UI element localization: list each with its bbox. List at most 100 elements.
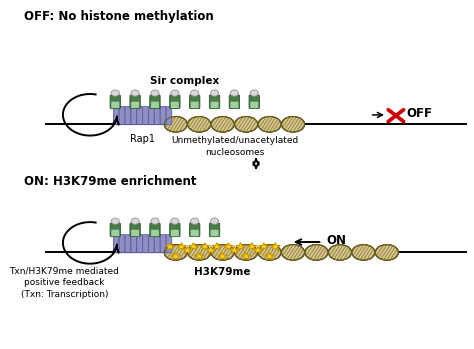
FancyBboxPatch shape bbox=[111, 230, 119, 236]
Polygon shape bbox=[259, 243, 269, 250]
Circle shape bbox=[171, 218, 179, 224]
FancyBboxPatch shape bbox=[155, 106, 160, 125]
FancyBboxPatch shape bbox=[148, 235, 154, 253]
Text: Txn/H3K79me mediated
positive feedback
(Txn: Transcription): Txn/H3K79me mediated positive feedback (… bbox=[9, 267, 119, 299]
Ellipse shape bbox=[258, 117, 281, 132]
FancyBboxPatch shape bbox=[249, 95, 259, 109]
Ellipse shape bbox=[305, 245, 328, 260]
FancyBboxPatch shape bbox=[191, 102, 199, 108]
Ellipse shape bbox=[375, 245, 398, 260]
Ellipse shape bbox=[211, 245, 234, 260]
Text: OFF: OFF bbox=[407, 107, 433, 120]
Polygon shape bbox=[247, 243, 257, 250]
FancyBboxPatch shape bbox=[137, 106, 142, 125]
Polygon shape bbox=[212, 243, 222, 250]
Polygon shape bbox=[253, 246, 263, 253]
Polygon shape bbox=[182, 246, 192, 253]
Circle shape bbox=[191, 90, 199, 96]
FancyBboxPatch shape bbox=[130, 223, 140, 237]
Ellipse shape bbox=[282, 117, 305, 132]
Text: H3K79me: H3K79me bbox=[194, 267, 251, 277]
FancyBboxPatch shape bbox=[111, 102, 119, 108]
FancyBboxPatch shape bbox=[190, 223, 200, 237]
FancyBboxPatch shape bbox=[131, 230, 139, 236]
Ellipse shape bbox=[188, 245, 211, 260]
FancyBboxPatch shape bbox=[148, 106, 154, 125]
Ellipse shape bbox=[164, 245, 187, 260]
Ellipse shape bbox=[282, 117, 305, 132]
Ellipse shape bbox=[211, 117, 234, 132]
FancyBboxPatch shape bbox=[113, 106, 119, 125]
FancyBboxPatch shape bbox=[110, 223, 120, 237]
Ellipse shape bbox=[164, 117, 187, 132]
FancyBboxPatch shape bbox=[131, 106, 137, 125]
Ellipse shape bbox=[375, 245, 398, 260]
FancyBboxPatch shape bbox=[160, 235, 166, 253]
Text: Rap1: Rap1 bbox=[130, 134, 155, 144]
Circle shape bbox=[191, 218, 199, 224]
Ellipse shape bbox=[235, 245, 258, 260]
Polygon shape bbox=[241, 252, 251, 260]
Polygon shape bbox=[264, 252, 274, 260]
Polygon shape bbox=[189, 243, 199, 250]
FancyBboxPatch shape bbox=[137, 235, 142, 253]
FancyBboxPatch shape bbox=[130, 95, 140, 109]
Ellipse shape bbox=[235, 245, 258, 260]
FancyBboxPatch shape bbox=[190, 95, 200, 109]
FancyBboxPatch shape bbox=[160, 106, 166, 125]
FancyBboxPatch shape bbox=[143, 235, 148, 253]
FancyBboxPatch shape bbox=[250, 102, 258, 108]
Text: ON: ON bbox=[326, 234, 346, 247]
FancyBboxPatch shape bbox=[110, 95, 120, 109]
Polygon shape bbox=[194, 252, 204, 260]
Ellipse shape bbox=[188, 245, 211, 260]
Circle shape bbox=[210, 90, 219, 96]
FancyBboxPatch shape bbox=[170, 95, 180, 109]
Circle shape bbox=[230, 90, 238, 96]
Polygon shape bbox=[176, 243, 186, 250]
FancyBboxPatch shape bbox=[113, 235, 119, 253]
Circle shape bbox=[131, 90, 139, 96]
Circle shape bbox=[151, 90, 159, 96]
FancyBboxPatch shape bbox=[119, 106, 125, 125]
Polygon shape bbox=[171, 252, 181, 260]
Ellipse shape bbox=[352, 245, 375, 260]
Polygon shape bbox=[165, 243, 175, 250]
Polygon shape bbox=[200, 243, 210, 250]
Ellipse shape bbox=[305, 245, 328, 260]
Ellipse shape bbox=[258, 245, 281, 260]
Ellipse shape bbox=[328, 245, 351, 260]
Ellipse shape bbox=[188, 117, 211, 132]
Text: OFF: No histone methylation: OFF: No histone methylation bbox=[24, 10, 213, 23]
Ellipse shape bbox=[235, 117, 258, 132]
FancyBboxPatch shape bbox=[150, 223, 160, 237]
FancyBboxPatch shape bbox=[119, 235, 125, 253]
Text: ON: H3K79me enrichment: ON: H3K79me enrichment bbox=[24, 174, 196, 187]
Ellipse shape bbox=[211, 245, 234, 260]
Circle shape bbox=[111, 218, 119, 224]
FancyBboxPatch shape bbox=[151, 230, 159, 236]
Ellipse shape bbox=[235, 117, 258, 132]
FancyBboxPatch shape bbox=[125, 235, 131, 253]
Polygon shape bbox=[229, 246, 239, 253]
Circle shape bbox=[151, 218, 159, 224]
Polygon shape bbox=[218, 252, 228, 260]
Ellipse shape bbox=[282, 245, 305, 260]
Ellipse shape bbox=[282, 245, 305, 260]
FancyBboxPatch shape bbox=[210, 223, 220, 237]
Circle shape bbox=[131, 218, 139, 224]
Ellipse shape bbox=[164, 117, 187, 132]
Polygon shape bbox=[236, 243, 246, 250]
Ellipse shape bbox=[188, 117, 211, 132]
Ellipse shape bbox=[258, 245, 281, 260]
Ellipse shape bbox=[258, 117, 281, 132]
FancyBboxPatch shape bbox=[166, 235, 172, 253]
FancyBboxPatch shape bbox=[171, 102, 179, 108]
Text: Sir complex: Sir complex bbox=[150, 75, 219, 86]
Circle shape bbox=[171, 90, 179, 96]
Ellipse shape bbox=[352, 245, 375, 260]
FancyBboxPatch shape bbox=[171, 230, 179, 236]
Polygon shape bbox=[223, 243, 233, 250]
FancyBboxPatch shape bbox=[191, 230, 199, 236]
FancyBboxPatch shape bbox=[143, 106, 148, 125]
